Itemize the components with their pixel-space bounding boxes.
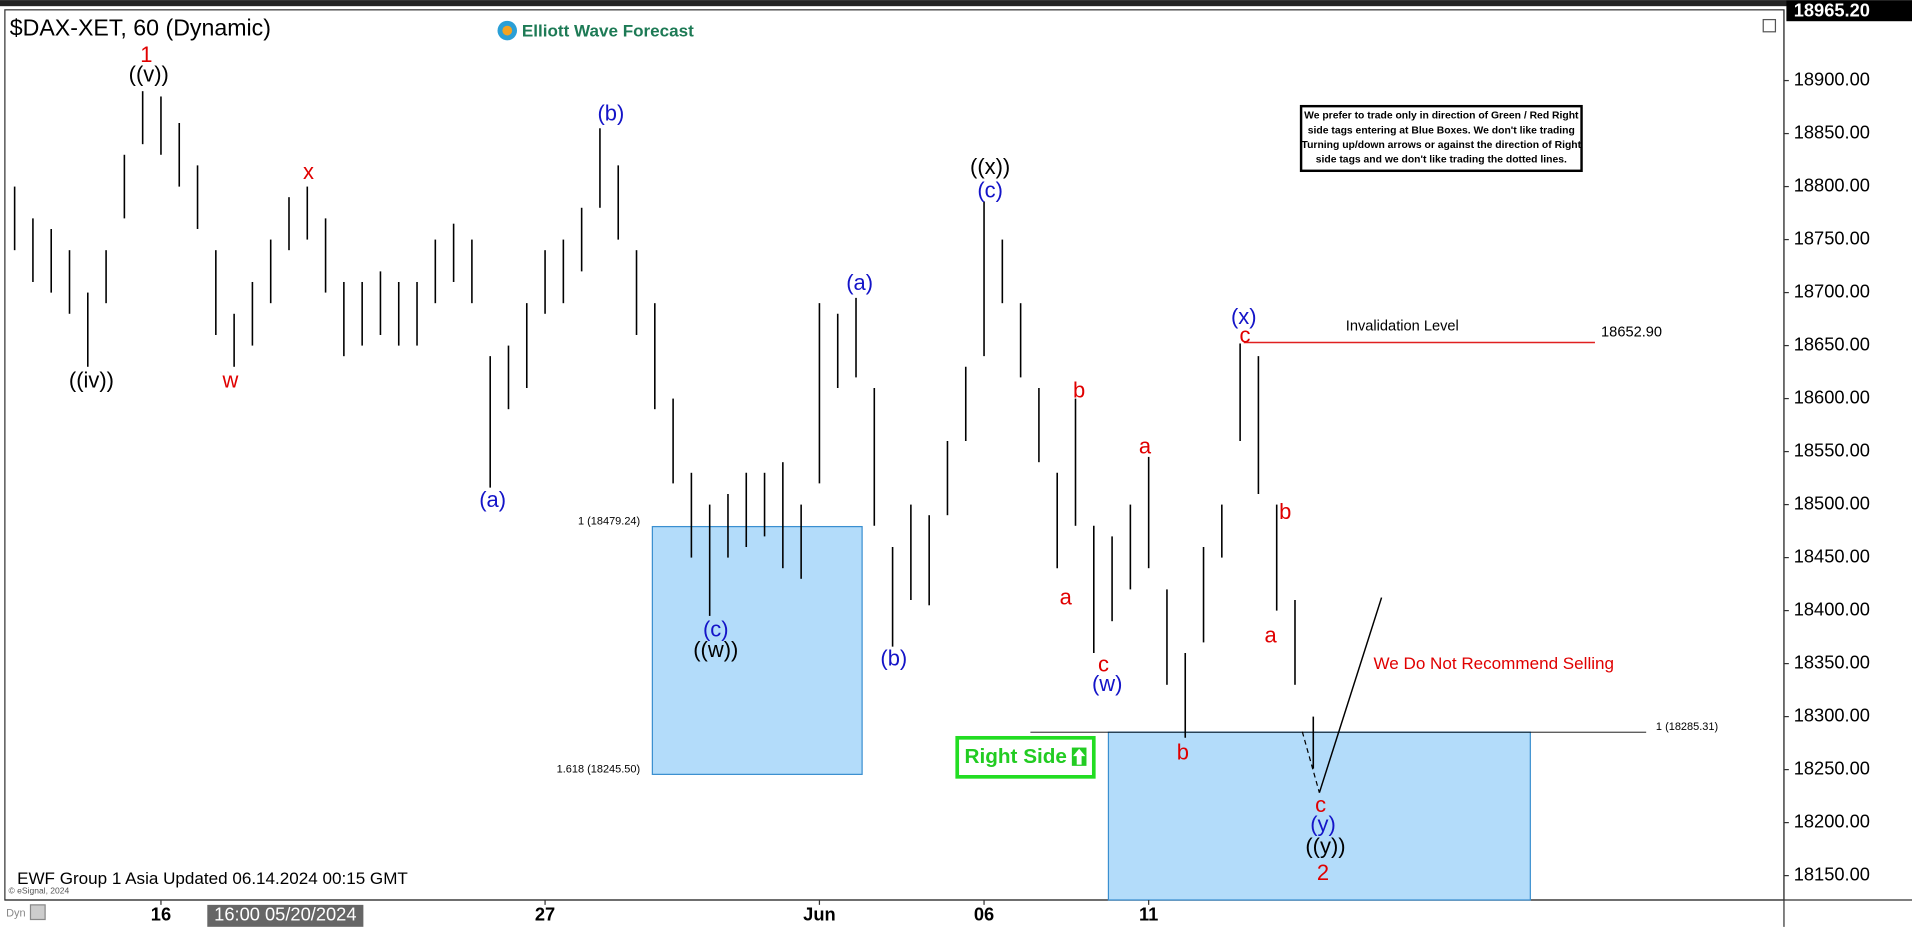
y-tick-label: 18700.00 [1794,280,1870,301]
corner-icon [29,904,46,921]
blue-box [1107,731,1531,901]
copyright: © eSignal, 2024 [9,886,70,896]
wave-label: ((y)) [1305,833,1345,858]
boxes: 1 (18479.24) 1.618 (18245.50) 1 (18285.31) [557,516,1718,901]
wave-label: (y) [1310,811,1336,836]
cursor-label-box [207,904,364,927]
wave-label: x [303,159,314,184]
invalidation-value: 18652.90 [1601,325,1662,341]
wave-label: c [1240,322,1251,347]
bars [13,91,1315,769]
right-side-arrow [1073,748,1086,765]
corner: Dyn [6,907,26,919]
box-level-label: 1.618 (18245.50) [557,763,641,775]
chart-title: $DAX-XET, 60 (Dynamic) [10,14,271,40]
wave-label: (b) [598,101,625,126]
wave-label: b [1279,499,1291,524]
brand: Elliott Wave Forecast [522,21,694,40]
projection-line [1318,597,1383,793]
wave-label: ((iv)) [69,368,114,393]
y-tick-label: 18600.00 [1794,386,1870,407]
y-tick-label: 18200.00 [1794,810,1870,831]
current-price-label: 18965.20 [1794,0,1870,20]
invalidation-title: Invalidation Level [1346,319,1459,335]
y-tick-label: 18150.00 [1794,863,1870,884]
wave-label: w [222,368,239,393]
wave-label: (w) [1092,671,1122,696]
x-tick-label: 06 [974,904,994,925]
wave-label: 2 [1317,860,1329,885]
wave-label: (a) [846,270,873,295]
x-tick-label: 16 [151,904,171,925]
y-tick-label: 18650.00 [1794,333,1870,354]
y-tick-label: 18300.00 [1794,704,1870,725]
notice-line: We prefer to trade only in direction of … [1304,111,1579,122]
wave-label: a [1139,433,1152,458]
wave-label: b [1177,739,1189,764]
y-tick-label: 18550.00 [1794,439,1870,460]
wave-label: a [1265,622,1278,647]
cursor-label: 16:00 05/20/2024 [214,904,356,925]
right-side-text: Right Side [965,745,1067,768]
wave-label: (c) [703,616,729,641]
right-side-tag[interactable] [955,735,1096,779]
y-tick-label: 18250.00 [1794,757,1870,778]
logo-icon-inner [502,25,513,36]
box-level-label: 1 (18479.24) [578,516,640,528]
wave-label: (c) [977,177,1003,202]
wave-label: c [1098,652,1109,677]
warning: We Do Not Recommend Selling [1373,654,1614,673]
x-tick-label: Jun [803,904,836,925]
wave-label: 1 [140,42,152,67]
wave-label: (a) [479,487,506,512]
wave-label: c [1315,792,1326,817]
x-tick-label: 27 [535,904,555,925]
x-tick-label: 11 [1139,904,1158,925]
wave-label: (x) [1231,304,1257,329]
y-tick-label: 18750.00 [1794,227,1870,248]
notice-box [1299,104,1583,173]
notice-line: side tags entering at Blue Boxes. We don… [1308,125,1575,136]
y-tick-label: 18500.00 [1794,492,1870,513]
y-tick-label: 18400.00 [1794,598,1870,619]
wave-label: a [1060,585,1073,610]
y-tick-label: 18850.00 [1794,121,1870,142]
y-tick-label: 18350.00 [1794,651,1870,672]
wave-label: ((v)) [129,61,169,86]
y-tick-label: 18900.00 [1794,68,1870,89]
wave-label: ((w)) [693,637,738,662]
notice-line: side tags and we don't like trading the … [1316,155,1567,166]
dotted-projection [1301,731,1320,793]
wave-label: ((x)) [970,154,1010,179]
y-tick-label: 18450.00 [1794,545,1870,566]
wave-label: (b) [880,646,907,671]
current-price-box [1786,0,1912,22]
blue-box [651,525,863,775]
window-icon [1762,18,1777,33]
box-level-label: 1 (18285.31) [1656,721,1718,733]
footer: EWF Group 1 Asia Updated 06.14.2024 00:1… [17,869,408,888]
top-bar [0,0,1912,7]
y-tick-label: 18800.00 [1794,174,1870,195]
notice-line: Turning up/down arrows or against the di… [1302,140,1582,151]
wave-label: b [1073,377,1085,402]
